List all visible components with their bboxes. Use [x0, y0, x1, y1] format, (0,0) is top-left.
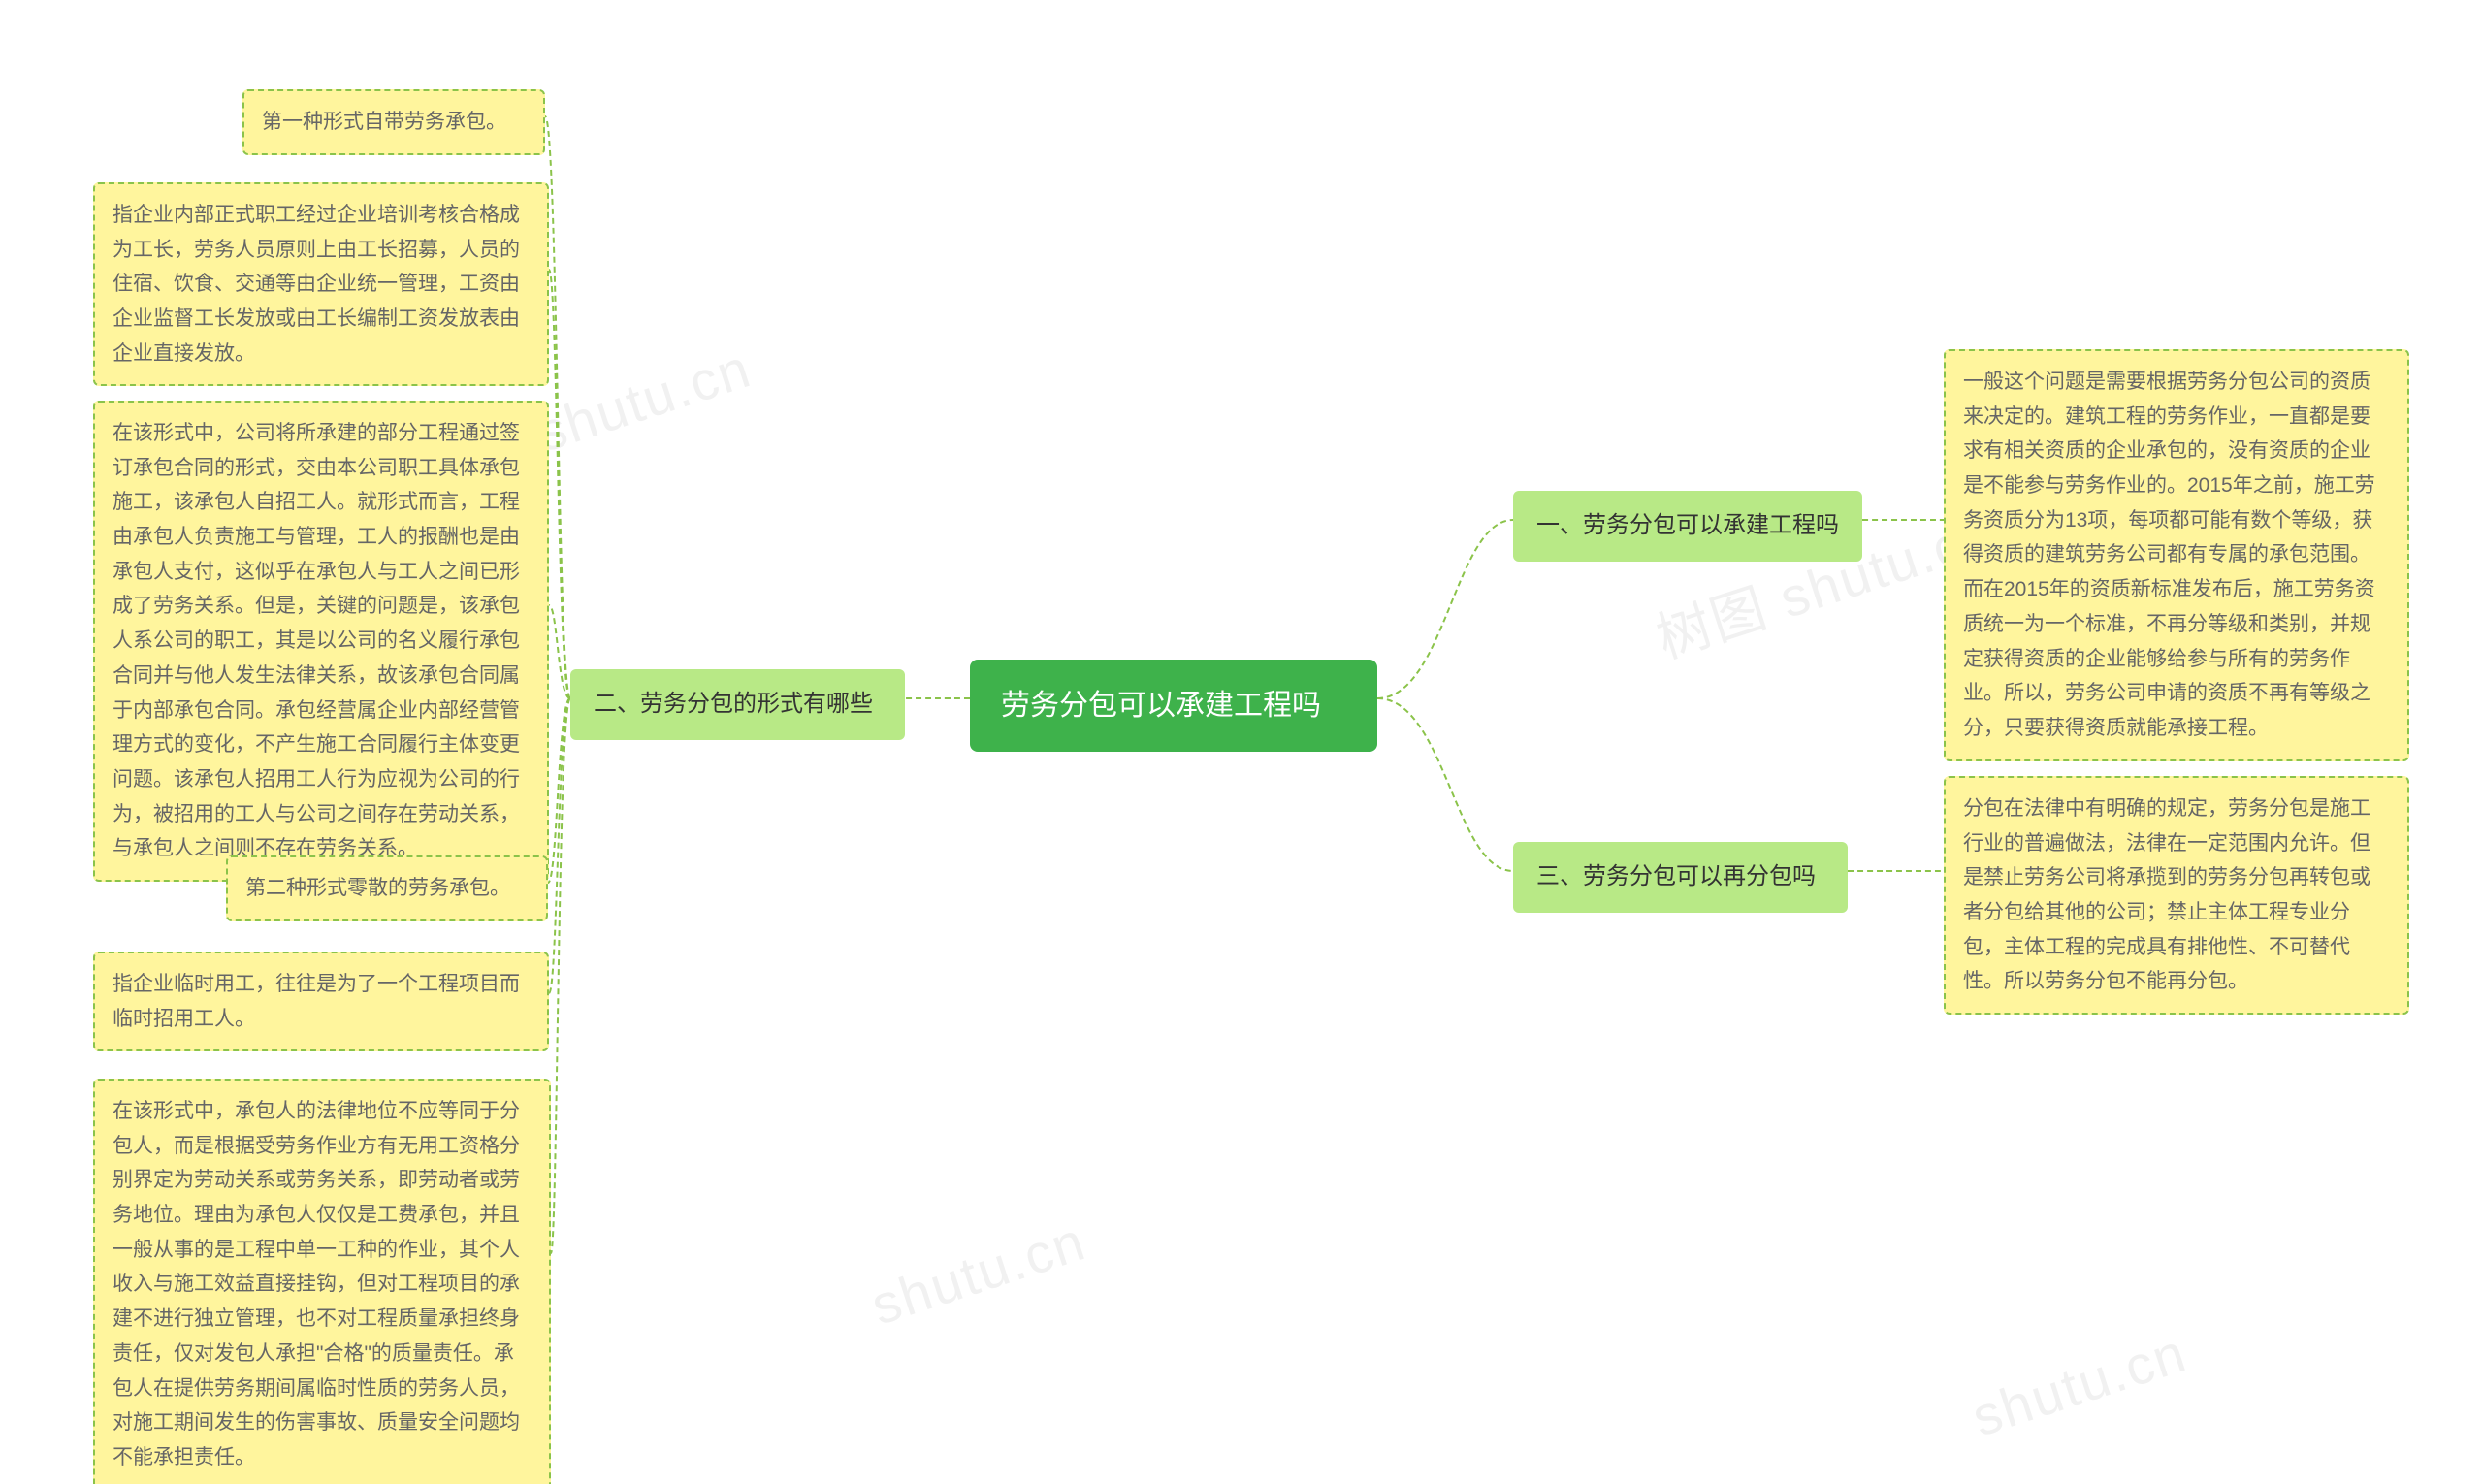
leaf-q2-form1-title: 第一种形式自带劳务承包。: [242, 89, 545, 155]
branch-q2: 二、劳务分包的形式有哪些: [570, 669, 905, 740]
watermark: shutu.cn: [864, 1209, 1094, 1337]
watermark: shutu.cn: [530, 336, 759, 464]
branch-q3: 三、劳务分包可以再分包吗: [1513, 842, 1848, 913]
leaf-q2-form2-detail: 在该形式中，承包人的法律地位不应等同于分包人，而是根据受劳务作业方有无用工资格分…: [93, 1079, 551, 1484]
mindmap-root: 劳务分包可以承建工程吗: [970, 660, 1377, 752]
leaf-q2-form1-detail: 在该形式中，公司将所承建的部分工程通过签订承包合同的形式，交由本公司职工具体承包…: [93, 401, 549, 882]
watermark: shutu.cn: [1965, 1320, 2195, 1448]
leaf-q1-answer: 一般这个问题是需要根据劳务分包公司的资质来决定的。建筑工程的劳务作业，一直都是要…: [1944, 349, 2409, 761]
branch-q1: 一、劳务分包可以承建工程吗: [1513, 491, 1862, 562]
leaf-q2-form1-desc: 指企业内部正式职工经过企业培训考核合格成为工长，劳务人员原则上由工长招募，人员的…: [93, 182, 549, 386]
leaf-q2-form2-desc: 指企业临时用工，往往是为了一个工程项目而临时招用工人。: [93, 952, 549, 1051]
leaf-q3-answer: 分包在法律中有明确的规定，劳务分包是施工行业的普遍做法，法律在一定范围内允许。但…: [1944, 776, 2409, 1015]
leaf-q2-form2-title: 第二种形式零散的劳务承包。: [226, 855, 548, 921]
